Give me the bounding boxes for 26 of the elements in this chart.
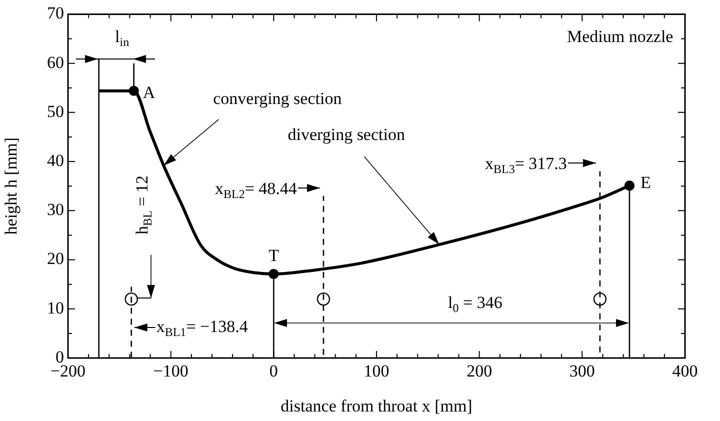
y-tick-label: 40: [47, 151, 64, 170]
y-tick-label: 20: [47, 249, 64, 268]
y-tick-label: 60: [47, 52, 64, 72]
annotation: x$_{BL3}$= 317.3: [485, 154, 567, 176]
x-tick-label: 200: [466, 362, 492, 381]
annotation: converging section: [213, 88, 342, 108]
y-axis-title: height h [mm]: [2, 137, 21, 235]
annotation: l$_{0}$ = 346: [448, 293, 502, 315]
x-tick-label: 0: [269, 362, 278, 381]
y-tick-label: 70: [47, 4, 64, 23]
annotation: x$_{BL2}$= 48.44: [215, 179, 297, 201]
x-tick-label: 300: [569, 362, 595, 381]
annotation: Medium nozzle: [567, 26, 674, 46]
y-tick-label: 50: [47, 102, 64, 121]
x-tick-label: 100: [364, 362, 390, 381]
annotation: l$_{in}$: [115, 27, 130, 49]
x-axis-title: distance from throat x [mm]: [280, 396, 472, 416]
y-tick-label: 10: [47, 298, 64, 318]
x-tick-label: −100: [153, 362, 188, 381]
annotation: A: [142, 83, 156, 102]
y-tick-label: 30: [47, 200, 64, 220]
annotation: x$_{BL1}$= −138.4: [156, 316, 248, 339]
annotation: T: [268, 246, 280, 264]
annotation: E: [640, 173, 651, 192]
x-tick-label: 400: [672, 362, 698, 381]
annotation: diverging section: [288, 125, 405, 144]
